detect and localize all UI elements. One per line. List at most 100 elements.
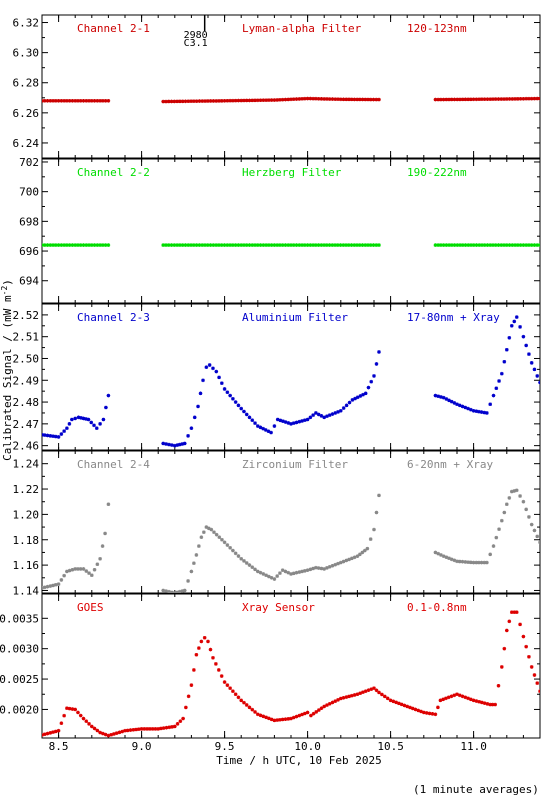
data-point (42, 733, 44, 737)
data-point (311, 711, 316, 716)
data-point (73, 567, 77, 571)
data-point (95, 243, 100, 247)
data-point (365, 546, 370, 551)
data-point (371, 97, 376, 102)
data-point (172, 243, 177, 247)
data-point (502, 359, 507, 364)
data-point (463, 405, 468, 410)
data-point (527, 96, 531, 101)
data-point (269, 98, 274, 102)
data-point (360, 550, 365, 555)
data-point (236, 695, 241, 700)
data-point (333, 243, 337, 247)
panel-frame (41, 593, 541, 739)
data-point (286, 717, 291, 721)
data-point (170, 590, 174, 593)
data-point (485, 243, 490, 247)
data-point (327, 564, 332, 569)
data-point (471, 408, 476, 413)
data-point (419, 709, 423, 714)
data-point (67, 568, 72, 573)
y-tick-label: 696 (19, 245, 39, 258)
data-point (518, 622, 522, 627)
data-point (104, 405, 108, 410)
data-point (322, 567, 326, 571)
data-point (233, 243, 238, 247)
data-point (294, 97, 299, 101)
data-point (300, 712, 304, 717)
data-point (325, 97, 329, 101)
data-point (98, 422, 102, 426)
data-point (98, 99, 102, 103)
data-point (228, 686, 232, 690)
data-point (275, 98, 279, 102)
data-point (90, 724, 94, 729)
flare-marker-label: C3.1 (184, 38, 208, 49)
data-point (217, 375, 221, 380)
data-point (325, 414, 329, 419)
data-point (231, 548, 235, 553)
data-point (175, 722, 180, 726)
data-point (355, 97, 359, 102)
data-point (374, 97, 379, 102)
y-tick-label: 2.51 (13, 331, 40, 344)
panel-ch23: 2.46 2.47 2.48 2.49 2.50 2.51 2.52 Channel 2-3 A… (13, 303, 541, 453)
data-point (194, 243, 199, 247)
data-point (488, 552, 492, 557)
data-point (286, 421, 291, 425)
data-point (449, 97, 454, 102)
data-point (350, 693, 354, 698)
data-point (261, 714, 266, 719)
data-point (433, 243, 438, 247)
data-point (269, 430, 273, 435)
data-point (261, 98, 266, 103)
data-point (269, 575, 274, 580)
data-point (363, 391, 368, 396)
data-point (62, 243, 66, 247)
data-point (233, 692, 238, 697)
data-point (67, 422, 72, 426)
data-point (363, 548, 367, 553)
data-point (42, 585, 47, 590)
data-point (48, 731, 53, 735)
data-point (452, 97, 457, 102)
data-point (502, 646, 507, 651)
data-point (233, 400, 238, 404)
data-point (62, 573, 66, 578)
data-point (178, 719, 183, 723)
data-point (366, 97, 370, 102)
data-point (267, 574, 271, 579)
data-point (51, 434, 55, 438)
data-point (480, 243, 484, 247)
data-point (59, 243, 64, 247)
y-axis-label: Calibrated Signal / (mW m-2) (0, 279, 14, 461)
data-point (177, 442, 182, 447)
data-point (308, 415, 313, 420)
data-point (87, 571, 91, 575)
data-point (65, 426, 69, 431)
data-point (424, 711, 429, 715)
data-point (416, 708, 421, 713)
data-point (169, 243, 174, 247)
data-point (247, 705, 252, 710)
data-point (56, 243, 61, 247)
data-point (45, 433, 50, 438)
data-point (258, 243, 263, 247)
y-tick-label: 6.32 (13, 17, 40, 30)
data-point (463, 560, 468, 564)
data-point (377, 350, 381, 354)
data-point (89, 420, 94, 425)
x-tick-label: 9.5 (215, 740, 235, 753)
data-point (339, 696, 343, 701)
data-point (56, 99, 61, 103)
data-point (166, 243, 171, 247)
y-tick-label: 2.49 (13, 374, 40, 387)
data-point (372, 374, 376, 378)
data-point (335, 243, 340, 247)
data-point (225, 683, 230, 687)
data-point (500, 665, 504, 669)
data-point (291, 571, 296, 576)
data-point (87, 99, 91, 103)
data-point (201, 378, 205, 383)
